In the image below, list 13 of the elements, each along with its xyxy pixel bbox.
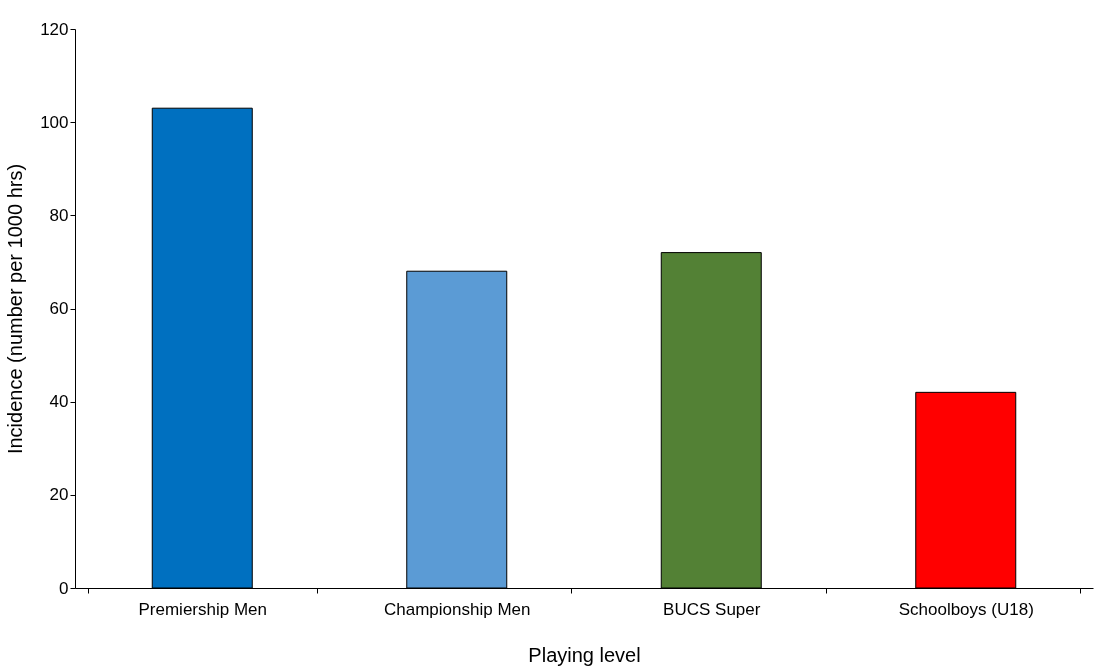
y-tick-label: 0 [59, 578, 69, 598]
x-tick-label: Championship Men [384, 599, 531, 619]
y-tick-label: 60 [49, 299, 69, 318]
x-tick-label: BUCS Super [663, 599, 761, 619]
y-tick-label: 20 [49, 485, 69, 505]
y-tick-label: 120 [40, 19, 69, 39]
x-axis-title: Playing level [528, 643, 641, 666]
y-tick-label: 40 [49, 392, 69, 412]
x-tick-label: Premiership Men [138, 599, 267, 619]
x-tick-label: Schoolboys (U18) [898, 599, 1034, 619]
y-tick-label: 80 [49, 205, 69, 225]
y-axis-title: Incidence (number per 1000 hrs) [4, 163, 27, 455]
y-tick-label: 100 [40, 112, 69, 132]
